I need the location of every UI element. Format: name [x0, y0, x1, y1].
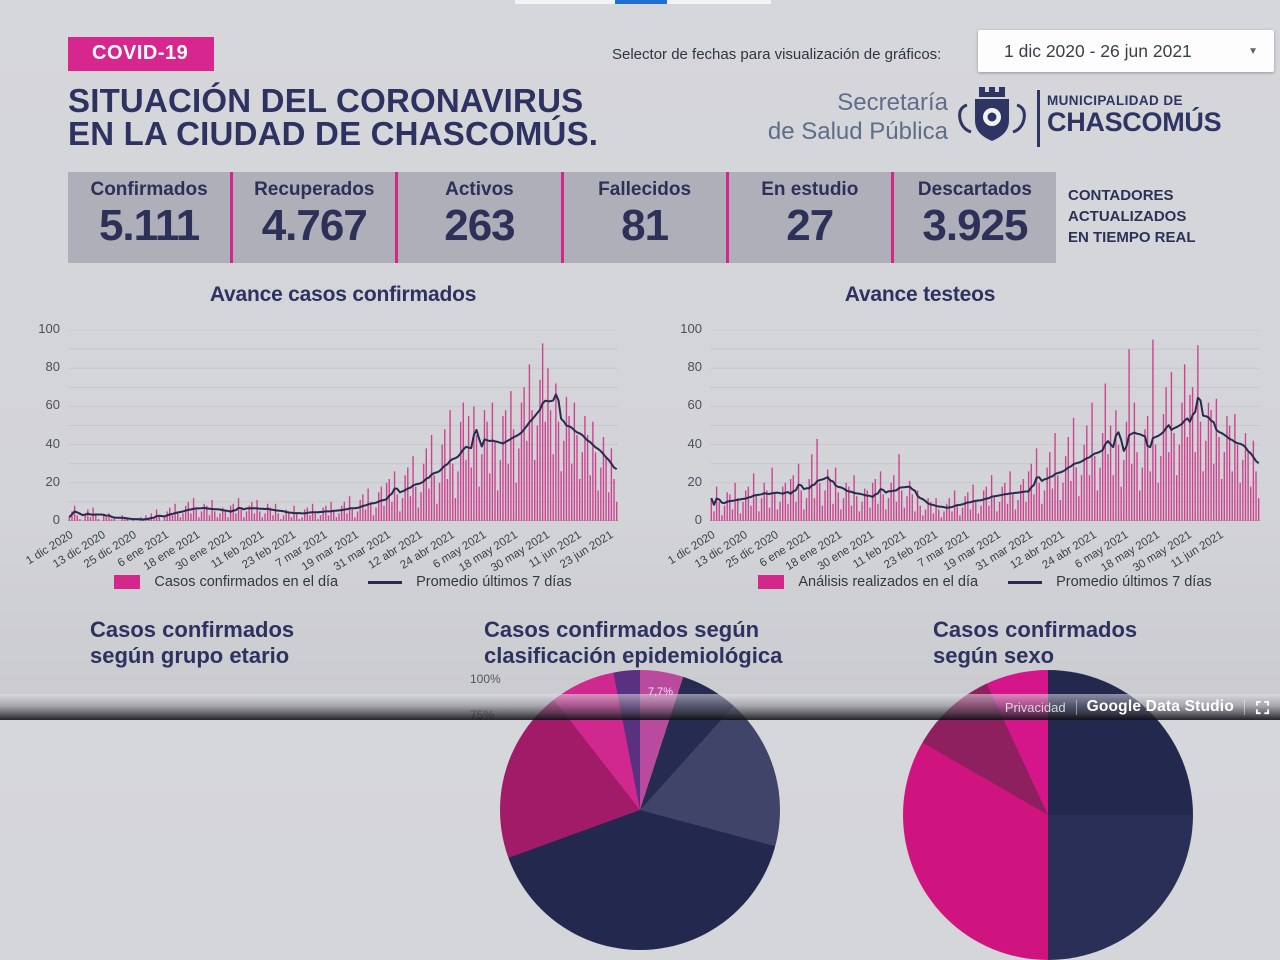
- chevron-down-icon: ▼: [1248, 45, 1258, 57]
- date-range-value: 1 dic 2020 - 26 jun 2021: [1004, 40, 1192, 61]
- municipality-name-line2: CHASCOMÚS: [1047, 107, 1222, 137]
- logo-divider: [1037, 90, 1040, 147]
- chart-testeos-plot[interactable]: [710, 329, 1260, 526]
- x-axis-labels: 1 dic 2020 13 dic 2020 25 dic 2020 6 ene 20…: [666, 529, 1226, 575]
- legend-testeos: Análisis realizados en el día Promedio ú…: [710, 574, 1260, 590]
- date-range-selector[interactable]: 1 dic 2020 - 26 jun 2021 ▼: [978, 30, 1274, 72]
- embed-footer-bar: Privacidad Google Data Studio: [0, 694, 1280, 720]
- section-title-clasificacion: Casos confirmados según clasificación ep…: [484, 617, 783, 668]
- line-series-swatch: [1008, 580, 1043, 584]
- fullscreen-button[interactable]: [1255, 700, 1270, 715]
- municipality-crest-logo: [955, 83, 1029, 154]
- loading-progress-indicator: [615, 0, 667, 4]
- date-selector-label: Selector de fechas para visualización de…: [612, 46, 942, 63]
- loading-bar: [515, 0, 771, 4]
- counter-recuperados: Recuperados 4.767: [230, 172, 395, 263]
- chart-title-confirmados: Avance casos confirmados: [209, 283, 477, 306]
- chart-confirmados: 0 20 40 60 80 100 1 dic 2020 13 dic 2020 25 dic…: [24, 321, 618, 574]
- chart-testeos: 0 20 40 60 80 100 1 dic 2020 13 dic 2020 25 dic…: [666, 321, 1260, 574]
- bar-series-label: Análisis realizados en el día: [798, 574, 979, 590]
- section-title-grupo-etario: Casos confirmados según grupo etario: [90, 617, 295, 668]
- privacy-link[interactable]: Privacidad: [1004, 699, 1066, 715]
- google-data-studio-link[interactable]: Google Data Studio: [1086, 698, 1234, 715]
- footer-divider: [1244, 699, 1245, 715]
- municipality-name-line1: MUNICIPALIDAD DE: [1047, 93, 1183, 108]
- covid19-badge: COVID-19: [68, 37, 215, 71]
- x-axis-labels: 1 dic 2020 13 dic 2020 25 dic 2020 6 ene 20…: [24, 529, 616, 575]
- counter-en-estudio: En estudio 27: [725, 172, 891, 263]
- org-name-line1: Secretaría: [837, 89, 948, 116]
- bar-series-swatch: [758, 575, 785, 589]
- footer-divider: [1075, 699, 1077, 715]
- counter-activos: Activos 263: [395, 172, 560, 263]
- axis-label-100pct: 100%: [470, 672, 501, 686]
- counter-fallecidos: Fallecidos 81: [560, 172, 726, 263]
- bar-series-label: Casos confirmados en el día: [154, 574, 339, 590]
- org-name: Secretaría de Salud Pública: [700, 88, 948, 146]
- counters-bar: Confirmados 5.111 Recuperados 4.767 Acti…: [68, 172, 1056, 263]
- counter-confirmados: Confirmados 5.111: [90, 179, 208, 250]
- chart-confirmados-plot[interactable]: [68, 329, 618, 526]
- page-title-line1: SITUACIÓN DEL CORONAVIRUS: [68, 82, 584, 119]
- line-series-label: Promedio últimos 7 días: [1056, 574, 1212, 590]
- municipality-name: MUNICIPALIDAD DE CHASCOMÚS: [1047, 93, 1222, 137]
- bar-series-swatch: [114, 575, 141, 589]
- counter-descartados: Descartados 3.925: [890, 172, 1056, 263]
- line-series-label: Promedio últimos 7 días: [416, 574, 572, 590]
- fullscreen-icon: [1255, 700, 1270, 714]
- counters-note: CONTADORES ACTUALIZADOS EN TIEMPO REAL: [1068, 187, 1196, 246]
- chart-title-testeos: Avance testeos: [844, 283, 996, 306]
- legend-confirmados: Casos confirmados en el día Promedio últ…: [68, 574, 618, 590]
- org-name-line2: de Salud Pública: [767, 118, 948, 145]
- page-title-line2: EN LA CIUDAD DE CHASCOMÚS.: [68, 115, 599, 152]
- section-title-sexo: Casos confirmados según sexo: [933, 617, 1138, 668]
- line-series-swatch: [368, 580, 403, 584]
